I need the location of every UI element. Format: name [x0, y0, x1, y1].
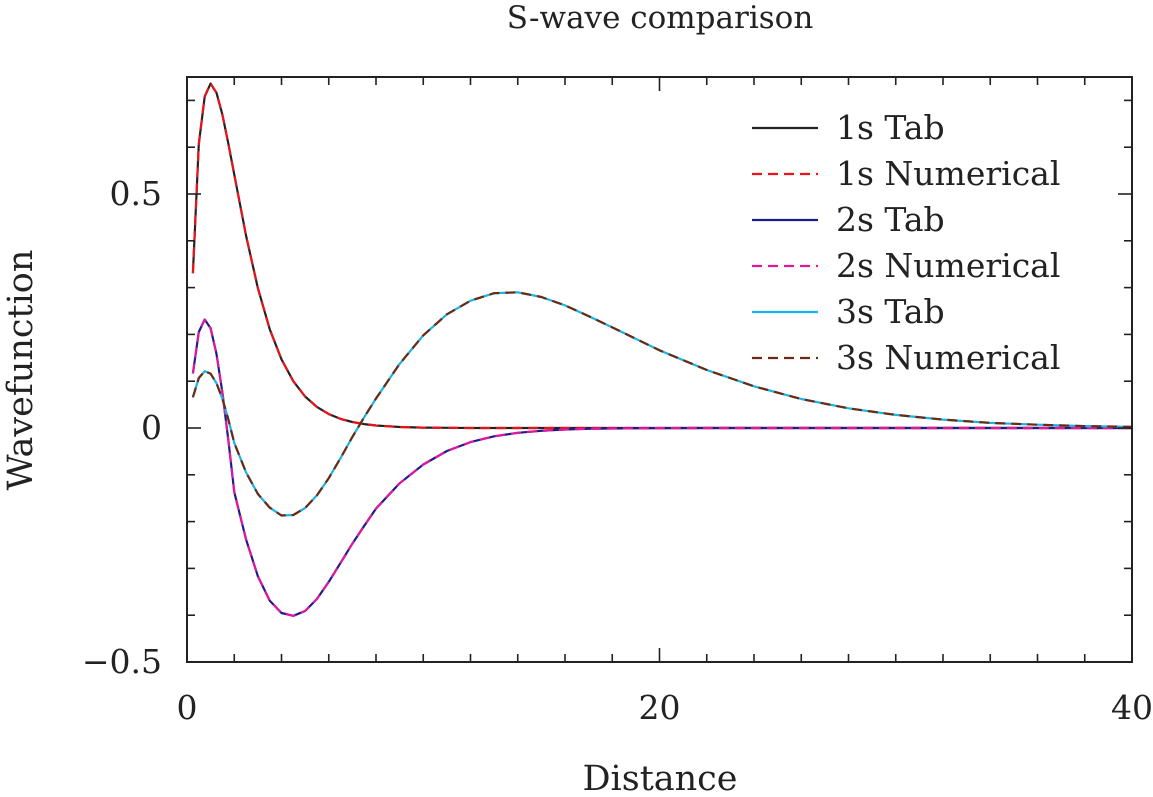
- legend-label-1: 1s Numerical: [836, 154, 1060, 193]
- legend-label-0: 1s Tab: [836, 108, 945, 147]
- legend-label-3: 2s Numerical: [836, 246, 1060, 285]
- series-line-4: [191, 291, 1133, 517]
- x-tick-label: 40: [1111, 688, 1153, 727]
- tick-layer: [186, 77, 1133, 663]
- legend-label-2: 2s Tab: [836, 200, 945, 239]
- y-tick-label: 0.5: [110, 174, 162, 213]
- y-tick-label: −0.5: [82, 642, 162, 681]
- series-line-5: [191, 291, 1133, 517]
- series-line-3: [191, 318, 1132, 617]
- x-tick-label: 20: [639, 688, 681, 727]
- plot-area: [186, 76, 1133, 663]
- y-axis-label: Wavefunction: [1, 250, 41, 491]
- legend-label-5: 3s Numerical: [836, 338, 1060, 377]
- y-tick-label: 0: [141, 408, 162, 447]
- series-layer: [191, 82, 1133, 617]
- x-tick-label: 0: [177, 688, 198, 727]
- legend: 1s Tab 1s Numerical 2s Tab 2s Numerical 3s T…: [752, 108, 1060, 377]
- legend-label-4: 3s Tab: [836, 292, 945, 331]
- chart-title: S-wave comparison: [507, 0, 814, 36]
- x-axis-label: Distance: [582, 759, 737, 797]
